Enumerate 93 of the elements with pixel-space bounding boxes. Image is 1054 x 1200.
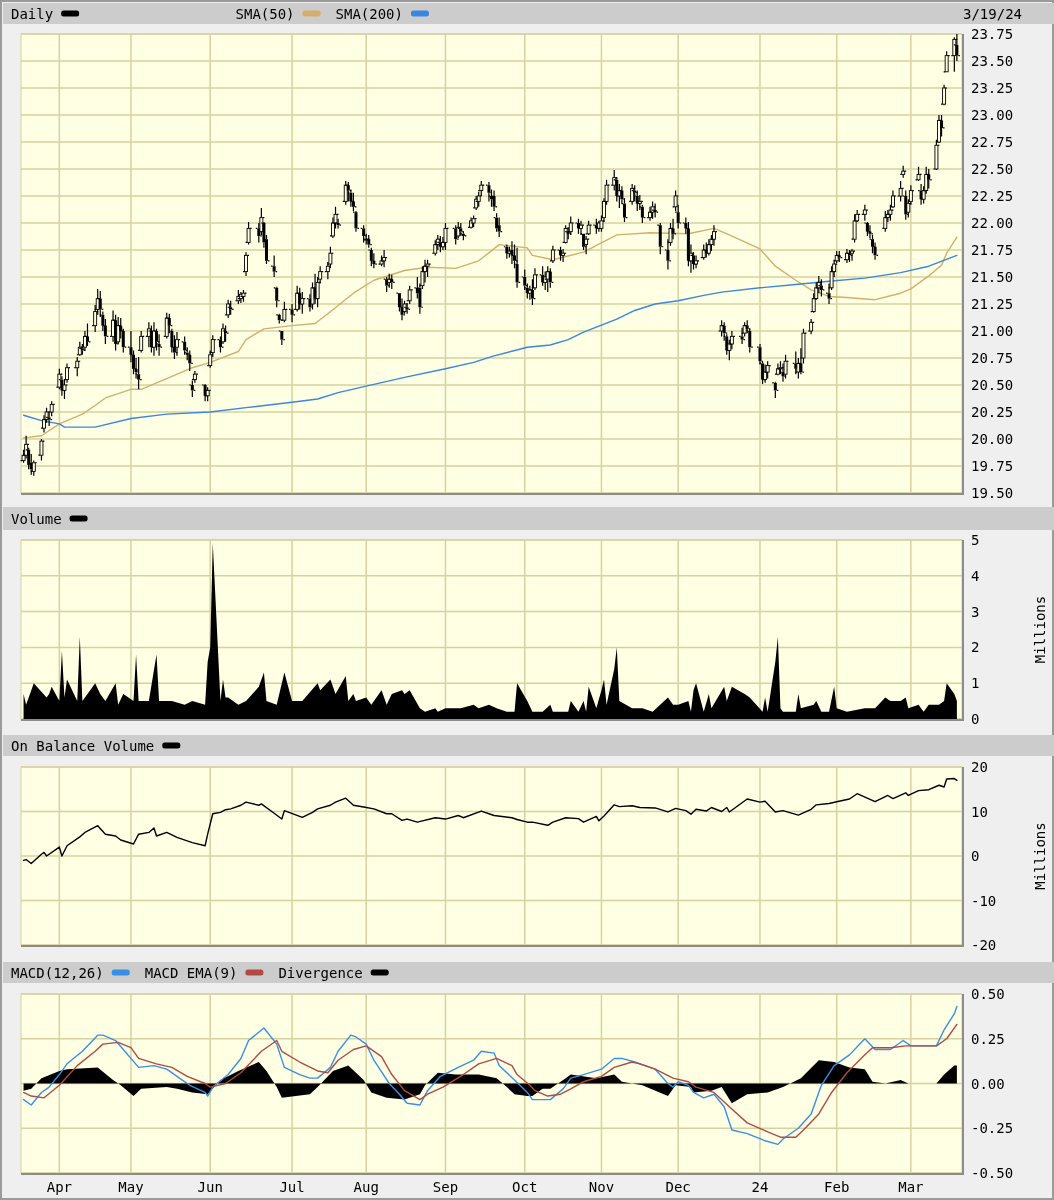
- x-tick-label: Jul: [279, 1179, 305, 1195]
- line-series: [22, 1023, 958, 1138]
- candlestick: [586, 220, 591, 235]
- y-tick-label: 0: [971, 848, 980, 864]
- candlestick: [765, 360, 770, 380]
- y-tick-label: 0.00: [971, 1075, 1005, 1092]
- y-tick-label: 21.00: [971, 323, 1014, 339]
- legend-label: On Balance Volume: [11, 737, 155, 754]
- candlestick: [372, 252, 376, 269]
- y-tick-label: 0.25: [971, 1030, 1005, 1047]
- legend-label: MACD(12,26): [11, 964, 104, 981]
- candlestick: [244, 251, 248, 277]
- candlestick: [139, 330, 144, 354]
- candlestick: [443, 222, 448, 251]
- x-tick-label: Aug: [353, 1179, 379, 1195]
- y-tick-label: 21.75: [971, 242, 1014, 258]
- legend-label: SMA(200): [335, 5, 403, 22]
- candlestick: [280, 331, 284, 346]
- candlestick: [246, 221, 251, 246]
- y-tick-label: 20.00: [971, 431, 1014, 447]
- y-axis-title: Millions: [1032, 595, 1048, 664]
- y-tick-label: 22.75: [971, 134, 1014, 150]
- candlestick: [39, 438, 44, 462]
- candlestick: [226, 299, 231, 319]
- x-tick-label: 24: [751, 1179, 769, 1195]
- y-tick-label: 20: [971, 759, 988, 775]
- y-tick-label: 1: [971, 675, 980, 692]
- candlestick: [653, 202, 657, 219]
- y-tick-label: 23.75: [971, 26, 1014, 42]
- x-tick-label: Jun: [197, 1179, 223, 1195]
- y-tick-label: 22.25: [971, 188, 1014, 204]
- y-tick-label: 19.50: [971, 485, 1014, 501]
- line-series: [22, 1005, 958, 1146]
- y-tick-label: -20: [971, 937, 997, 953]
- candlestick: [916, 166, 921, 181]
- candlestick: [382, 249, 387, 268]
- x-tick-label: Mar: [898, 1179, 924, 1195]
- candlestick: [944, 50, 949, 73]
- x-tick-label: May: [118, 1179, 144, 1195]
- candlestick: [852, 213, 857, 244]
- y-tick-label: -0.25: [971, 1120, 1014, 1137]
- y-tick-label: 4: [971, 567, 980, 584]
- y-tick-label: 22.00: [971, 215, 1014, 231]
- candlestick: [343, 180, 348, 206]
- y-tick-label: -0.50: [971, 1165, 1014, 1181]
- y-tick-label: 22.50: [971, 161, 1014, 177]
- x-tick-label: Sep: [432, 1179, 459, 1195]
- candlestick: [942, 84, 947, 105]
- candlestick: [272, 254, 276, 278]
- legend-label: Divergence: [278, 964, 363, 981]
- line-series: [22, 227, 958, 439]
- y-tick-label: 0.50: [971, 986, 1005, 1002]
- y-tick-label: -10: [971, 892, 997, 909]
- candlestick: [241, 289, 246, 303]
- legend-label: Volume: [11, 510, 62, 527]
- y-tick-label: 23.50: [971, 53, 1014, 69]
- candlestick: [712, 224, 716, 247]
- y-tick-label: 0: [971, 711, 980, 727]
- y-tick-label: 10: [971, 803, 988, 820]
- text: 3/19/24: [962, 5, 1022, 22]
- y-tick-label: 23.00: [971, 107, 1014, 123]
- candlestick: [515, 247, 519, 289]
- y-tick-label: 5: [971, 532, 980, 548]
- y-tick-label: 20.25: [971, 404, 1014, 420]
- candlestick: [719, 319, 724, 337]
- line-series: [22, 777, 958, 865]
- candlestick: [901, 165, 906, 179]
- legend-label: MACD EMA(9): [144, 964, 238, 981]
- y-tick-label: 21.50: [971, 269, 1014, 285]
- x-tick-label: Feb: [824, 1179, 850, 1195]
- candlestick: [459, 222, 463, 237]
- candlestick: [474, 195, 479, 211]
- candlestick: [809, 318, 814, 335]
- candlestick: [550, 245, 555, 264]
- y-tick-label: 23.25: [971, 80, 1014, 96]
- y-tick-label: 3: [971, 603, 980, 620]
- legend-label: Daily: [11, 5, 54, 22]
- candlestick: [282, 301, 287, 323]
- x-tick-label: Oct: [512, 1179, 538, 1195]
- y-tick-label: 20.75: [971, 350, 1014, 366]
- line-series: [22, 254, 958, 428]
- candlestick: [175, 331, 179, 357]
- y-tick-label: 20.50: [971, 377, 1014, 393]
- legend-label: SMA(50): [235, 5, 295, 22]
- y-tick-label: 19.75: [971, 458, 1014, 474]
- candlestick: [379, 254, 384, 267]
- x-tick-label: Nov: [588, 1179, 615, 1195]
- y-tick-label: 2: [971, 639, 980, 656]
- x-tick-label: Dec: [665, 1179, 691, 1195]
- y-axis-title: Millions: [1032, 822, 1048, 890]
- x-tick-label: Apr: [46, 1179, 72, 1195]
- y-tick-label: 21.25: [971, 296, 1014, 312]
- candlestick: [75, 356, 80, 377]
